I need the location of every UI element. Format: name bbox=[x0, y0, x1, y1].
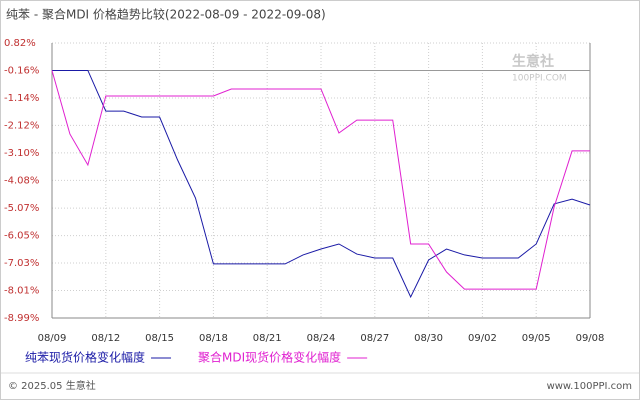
x-tick-label: 08/12 bbox=[91, 333, 120, 344]
footer-right: www.100PPI.com bbox=[547, 381, 632, 392]
x-tick-label: 08/18 bbox=[199, 333, 228, 344]
y-tick-label: -1.14% bbox=[4, 93, 39, 104]
y-tick-label: -0.16% bbox=[4, 65, 39, 76]
y-tick-label: -4.08% bbox=[4, 175, 39, 186]
chart-title: 纯苯 - 聚合MDI 价格趋势比较(2022-08-09 - 2022-09-0… bbox=[6, 7, 326, 22]
y-tick-label: -2.12% bbox=[4, 120, 39, 131]
y-tick-label: -5.07% bbox=[4, 203, 39, 214]
series-line bbox=[51, 70, 590, 290]
legend-label: 纯苯现货价格变化幅度 bbox=[25, 350, 145, 365]
x-tick-label: 09/05 bbox=[522, 333, 551, 344]
series-line bbox=[52, 69, 591, 299]
watermark: 生意社 bbox=[512, 53, 554, 70]
y-tick-label: -7.03% bbox=[4, 258, 39, 269]
y-tick-label: -8.99% bbox=[4, 313, 39, 324]
x-tick-label: 08/30 bbox=[414, 333, 443, 344]
x-tick-label: 09/02 bbox=[468, 333, 497, 344]
y-tick-label: -8.01% bbox=[4, 286, 39, 297]
x-tick-label: 09/08 bbox=[576, 333, 605, 344]
x-tick-label: 08/21 bbox=[253, 333, 282, 344]
watermark-sub: 100PPI.COM bbox=[512, 74, 567, 84]
y-tick-label: -3.10% bbox=[4, 148, 39, 159]
legend-label: 聚合MDI现货价格变化幅度 bbox=[198, 350, 341, 365]
x-tick-label: 08/27 bbox=[360, 333, 389, 344]
x-tick-label: 08/15 bbox=[145, 333, 174, 344]
y-tick-label: -6.05% bbox=[4, 231, 39, 242]
y-tick-label: 0.82% bbox=[4, 38, 36, 49]
x-tick-label: 08/24 bbox=[307, 333, 336, 344]
footer-left: © 2025.05 生意社 bbox=[8, 379, 96, 392]
x-tick-label: 08/09 bbox=[38, 333, 67, 344]
